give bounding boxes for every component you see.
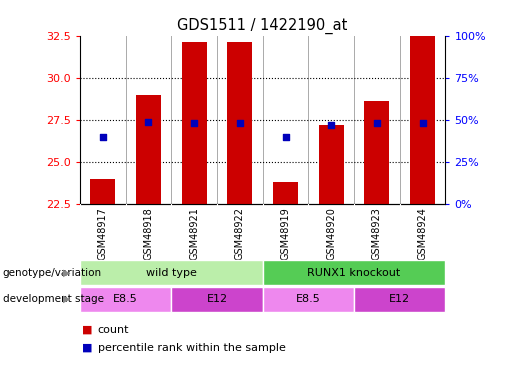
Text: GSM48920: GSM48920 (326, 207, 336, 260)
Text: GSM48923: GSM48923 (372, 207, 382, 260)
Text: count: count (98, 325, 129, 334)
Text: percentile rank within the sample: percentile rank within the sample (98, 343, 286, 352)
Text: E12: E12 (207, 294, 228, 304)
Bar (364, 102, 389, 204)
Point (236, 120, 244, 126)
Bar (90, 179, 115, 204)
Bar (136, 95, 161, 204)
Text: E8.5: E8.5 (113, 294, 138, 304)
Bar (319, 125, 344, 204)
Point (98, 134, 107, 140)
Text: GSM48917: GSM48917 (98, 207, 108, 260)
Bar (273, 183, 298, 204)
Bar (227, 42, 252, 204)
Text: GSM48919: GSM48919 (281, 207, 290, 260)
Text: GSM48922: GSM48922 (235, 207, 245, 260)
Text: genotype/variation: genotype/variation (3, 268, 101, 278)
Title: GDS1511 / 1422190_at: GDS1511 / 1422190_at (178, 18, 348, 34)
Text: ■: ■ (82, 343, 93, 352)
Point (327, 122, 335, 128)
Text: GSM48921: GSM48921 (189, 207, 199, 260)
Text: ■: ■ (82, 325, 93, 334)
Point (419, 120, 427, 126)
Text: GSM48918: GSM48918 (143, 207, 153, 260)
Text: ▶: ▶ (63, 294, 71, 304)
Text: RUNX1 knockout: RUNX1 knockout (307, 268, 401, 278)
Point (373, 120, 381, 126)
Text: E12: E12 (389, 294, 410, 304)
Text: ▶: ▶ (63, 268, 71, 278)
Text: E8.5: E8.5 (296, 294, 321, 304)
Text: wild type: wild type (146, 268, 197, 278)
Point (190, 120, 198, 126)
Text: development stage: development stage (3, 294, 104, 304)
Point (281, 134, 289, 140)
Text: GSM48924: GSM48924 (418, 207, 427, 260)
Point (144, 119, 152, 125)
Bar (410, 36, 435, 204)
Bar (181, 42, 207, 204)
